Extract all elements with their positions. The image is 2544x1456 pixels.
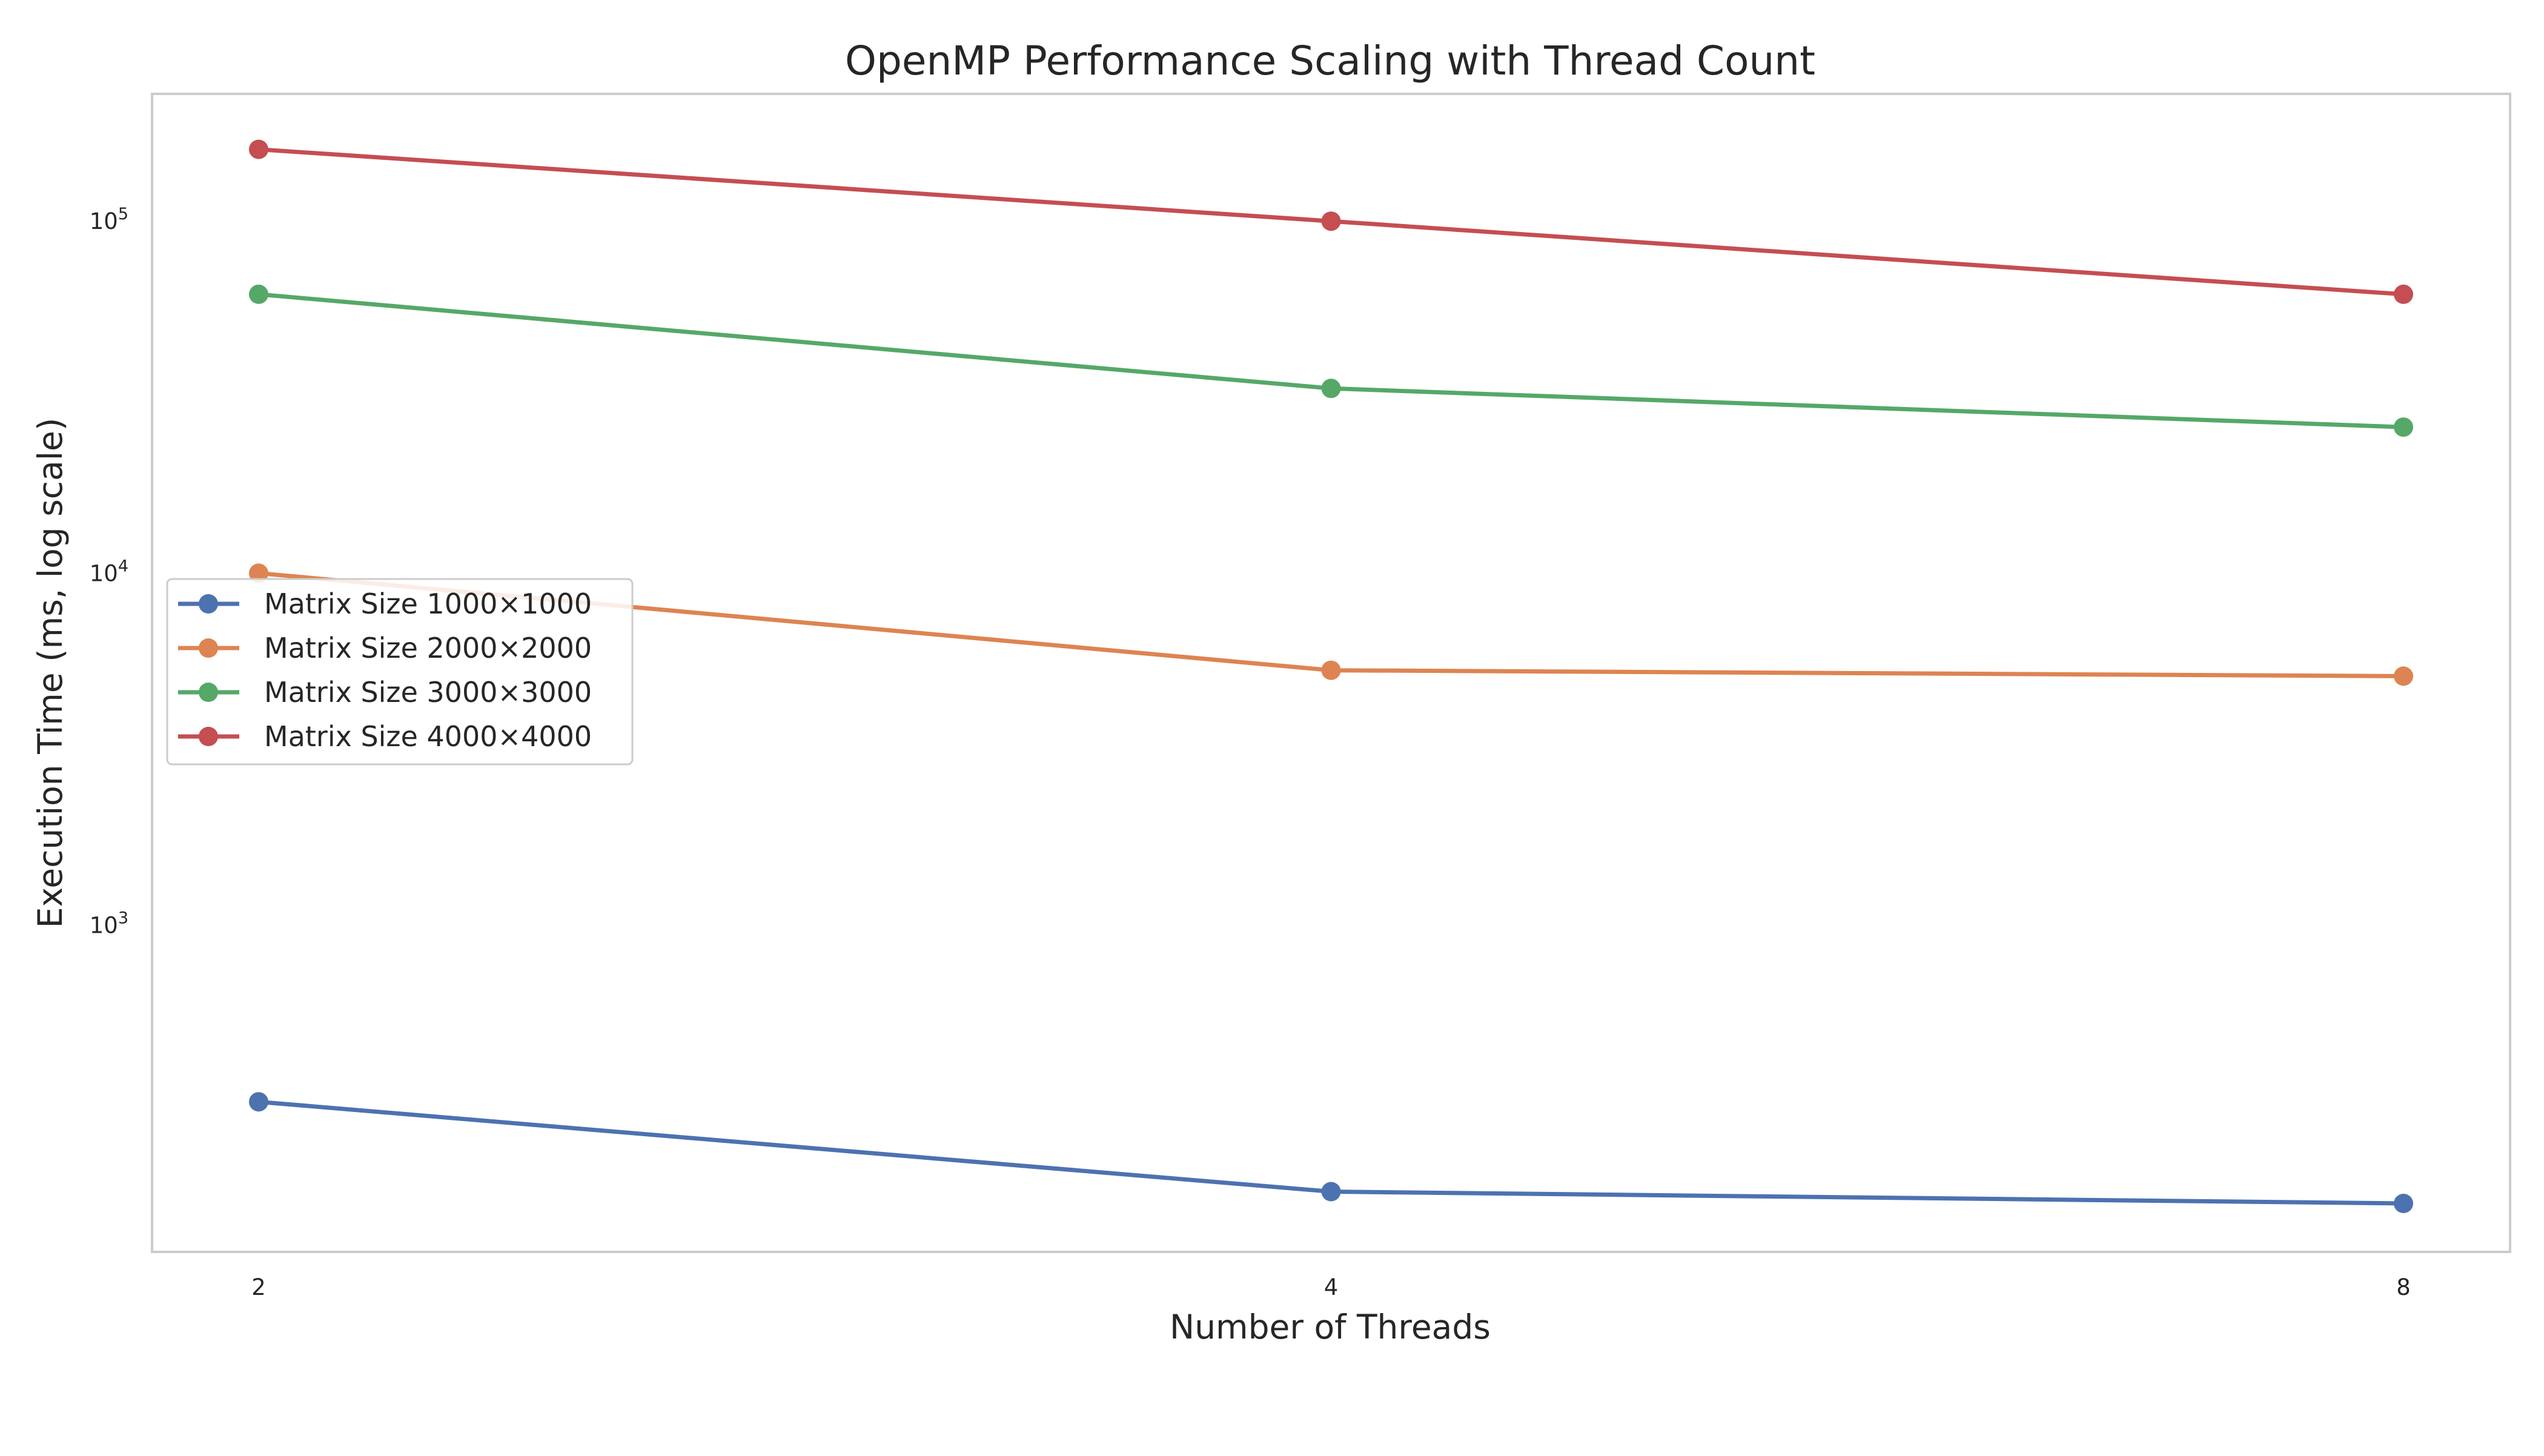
legend-frame bbox=[166, 578, 634, 766]
series-1 bbox=[249, 1092, 2413, 1213]
plot-area-frame bbox=[151, 93, 2511, 1253]
series-4 bbox=[249, 139, 2413, 304]
legend-item: Matrix Size 3000×3000 bbox=[178, 676, 592, 709]
legend-item: Matrix Size 4000×4000 bbox=[178, 720, 592, 753]
legend-marker bbox=[199, 683, 218, 702]
y-tick-label: 105 bbox=[90, 205, 128, 234]
legend-label: Matrix Size 3000×3000 bbox=[264, 676, 592, 709]
x-axis-ticks: 2 4 8 bbox=[251, 1274, 2411, 1300]
chart-title: OpenMP Performance Scaling with Thread C… bbox=[845, 38, 1815, 84]
legend: Matrix Size 1000×1000 Matrix Size 2000×20… bbox=[166, 578, 634, 766]
x-tick-label: 2 bbox=[251, 1274, 266, 1300]
legend-marker bbox=[199, 727, 218, 746]
data-point bbox=[2394, 284, 2413, 304]
data-point bbox=[1321, 660, 1341, 680]
series-3 bbox=[249, 284, 2413, 437]
legend-item: Matrix Size 2000×2000 bbox=[178, 632, 592, 664]
y-axis-ticks: 103 104 105 bbox=[90, 205, 128, 938]
legend-marker bbox=[199, 638, 218, 658]
data-point bbox=[2394, 1194, 2413, 1213]
legend-label: Matrix Size 1000×1000 bbox=[264, 587, 592, 620]
legend-label: Matrix Size 2000×2000 bbox=[264, 632, 592, 664]
data-point bbox=[249, 563, 268, 583]
legend-label: Matrix Size 4000×4000 bbox=[264, 720, 592, 753]
data-point bbox=[1321, 1182, 1341, 1202]
legend-item: Matrix Size 1000×1000 bbox=[178, 587, 592, 620]
data-point bbox=[2394, 666, 2413, 686]
x-axis-label: Number of Threads bbox=[1170, 1308, 1491, 1346]
x-tick-label: 8 bbox=[2396, 1274, 2411, 1300]
series-layer bbox=[249, 139, 2413, 1213]
x-tick-label: 4 bbox=[1324, 1274, 1339, 1300]
y-tick-label: 103 bbox=[90, 909, 128, 939]
data-point bbox=[249, 139, 268, 159]
data-point bbox=[249, 284, 268, 304]
y-tick-label: 104 bbox=[90, 557, 128, 586]
series-line bbox=[256, 292, 2406, 429]
data-point bbox=[2394, 417, 2413, 437]
data-point bbox=[1321, 211, 1341, 231]
data-point bbox=[249, 1092, 268, 1112]
y-axis-label: Execution Time (ms, log scale) bbox=[31, 418, 70, 928]
data-point bbox=[1321, 379, 1341, 399]
legend-marker bbox=[199, 594, 218, 614]
